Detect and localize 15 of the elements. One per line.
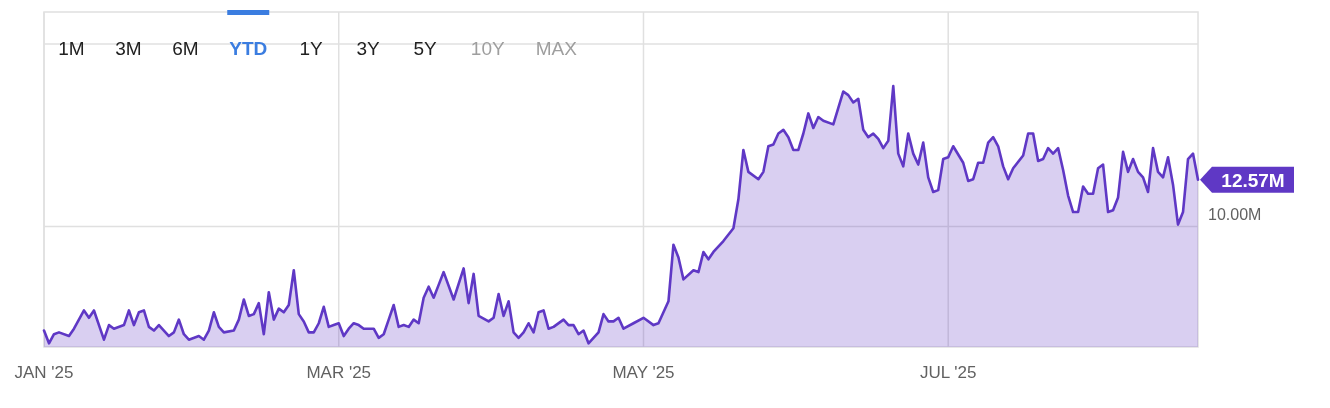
x-tick-label: MAY '25 <box>612 363 675 382</box>
text: 1Y <box>299 38 323 59</box>
annotation: 12.57M <box>1221 169 1285 191</box>
text: 5Y <box>413 38 437 59</box>
text: 10Y <box>470 38 505 59</box>
x-tick-label: JUL '25 <box>919 363 977 382</box>
text: YTD <box>229 38 268 59</box>
x-tick-label: JAN '25 <box>14 363 74 382</box>
text: 3Y <box>356 38 380 59</box>
x-tick-label: MAR '25 <box>306 363 372 382</box>
text: MAX <box>535 38 578 59</box>
text: 1M <box>58 38 85 59</box>
ref-line-label: 10.00M <box>1208 206 1262 224</box>
text: 3M <box>115 38 142 59</box>
text: 6M <box>172 38 199 59</box>
